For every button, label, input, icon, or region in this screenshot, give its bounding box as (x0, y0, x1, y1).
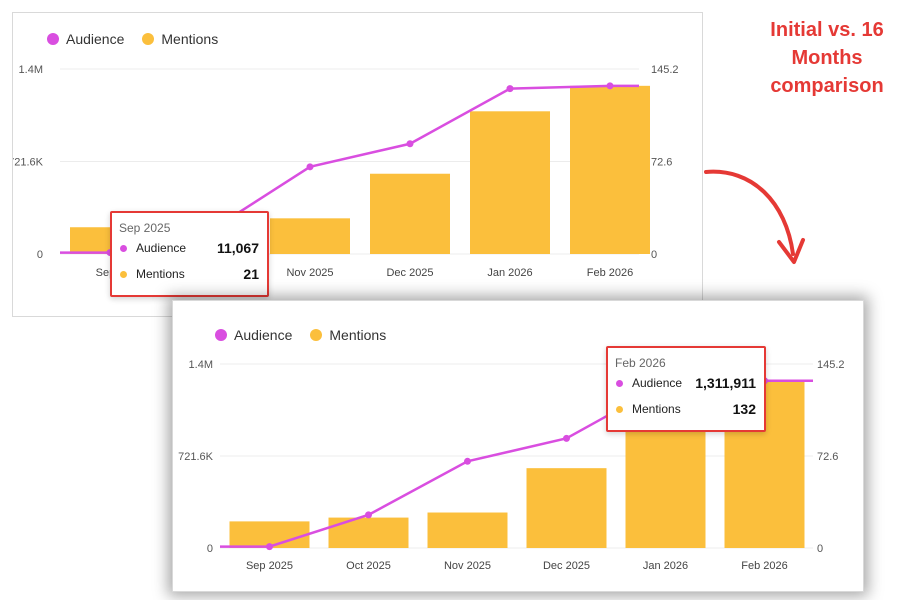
x-tick-label: Sep 2025 (246, 560, 293, 572)
y-left-tick-label: 721.6K (12, 157, 44, 169)
x-tick-label: Oct 2025 (346, 560, 391, 572)
bar-mentions-6 (570, 85, 650, 255)
tooltip-title: Feb 2026 (615, 356, 666, 370)
audience-point-6 (606, 82, 614, 90)
chart-panel-initial: Audience Mentions 0 721.6K 1.4M 0 72.6 145.2 S… (12, 12, 703, 317)
audience-point-4 (406, 140, 414, 148)
bar-mentions-4 (370, 173, 450, 254)
tooltip-mentions-label: Mentions (632, 402, 681, 416)
curved-arrow-icon (704, 169, 805, 264)
x-tick-label: Nov 2025 (286, 267, 333, 279)
tooltip-row-mentions: Mentions 132 (616, 396, 756, 422)
tooltip-audience-value: 1,311,911 (695, 375, 756, 391)
y-right-tick-label: 0 (651, 249, 657, 261)
legend-label-mentions: Mentions (161, 31, 219, 47)
x-tick-label: Dec 2025 (543, 560, 590, 572)
x-tick-label: Jan 2026 (487, 267, 532, 279)
legend-item-audience[interactable]: Audience (47, 31, 124, 47)
legend-label-audience: Audience (234, 327, 293, 343)
audience-point-3 (306, 163, 314, 171)
y-right-tick-label: 72.6 (817, 451, 838, 463)
mentions-dot-icon (310, 329, 323, 341)
y-right-tick-label: 145.2 (817, 359, 845, 371)
y-right-tick-label: 72.6 (651, 157, 672, 169)
legend-item-mentions[interactable]: Mentions (142, 31, 218, 47)
audience-point-3 (464, 457, 471, 465)
bar-mentions-2 (328, 517, 409, 548)
legend-label-audience: Audience (66, 31, 125, 47)
audience-point-5 (506, 85, 514, 93)
y-left-tick-label: 721.6K (178, 451, 214, 463)
comparison-caption: Initial vs. 16 Months comparison (770, 19, 884, 97)
tooltip-initial: Sep 2025 Audience 11,067 Mentions 21 (110, 211, 269, 297)
combo-chart-after: 0 721.6K 1.4M 0 72.6 145.2 Sep 2025 Oct 2025 Nov… (178, 359, 845, 572)
audience-dot-icon (616, 379, 623, 387)
x-tick-label: Feb 2026 (741, 560, 787, 572)
tooltip-mentions-label: Mentions (136, 267, 185, 281)
bar-mentions-3 (427, 512, 508, 548)
x-tick-label: Jan 2026 (643, 560, 688, 572)
chart-panel-after: Audience Mentions 0 721.6K 1.4M 0 72.6 145.2 S… (172, 300, 864, 592)
y-left-tick-label: 0 (37, 249, 43, 261)
legend-item-audience[interactable]: Audience (215, 327, 292, 343)
mentions-dot-icon (616, 405, 623, 413)
audience-point-4 (563, 434, 570, 442)
bar-mentions-3 (270, 218, 350, 254)
bar-mentions-4 (526, 468, 607, 548)
x-tick-label: Dec 2025 (386, 267, 433, 279)
chart-legend: Audience Mentions (215, 327, 404, 343)
tooltip-audience-label: Audience (632, 376, 683, 390)
x-tick-label: Feb 2026 (587, 267, 633, 279)
tooltip-row-audience: Audience 1,311,911 (616, 370, 756, 396)
tooltip-row-mentions: Mentions 21 (120, 261, 259, 287)
audience-dot-icon (120, 244, 127, 252)
x-tick-label: Nov 2025 (444, 560, 491, 572)
legend-item-mentions[interactable]: Mentions (310, 327, 386, 343)
chart-legend: Audience Mentions (47, 31, 236, 47)
audience-point-1 (266, 543, 273, 551)
tooltip-row-audience: Audience 11,067 (120, 235, 259, 261)
y-left-tick-label: 1.4M (19, 64, 43, 76)
bar-mentions-5 (470, 111, 550, 254)
y-right-tick-label: 145.2 (651, 64, 679, 76)
y-right-tick-label: 0 (817, 543, 823, 555)
audience-point-2 (365, 511, 372, 519)
tooltip-audience-value: 11,067 (216, 240, 259, 256)
y-left-tick-label: 1.4M (189, 359, 213, 371)
mentions-dot-icon (142, 33, 155, 45)
tooltip-after: Feb 2026 Audience 1,311,911 Mentions 132 (606, 346, 766, 432)
tooltip-audience-label: Audience (136, 241, 187, 255)
mentions-dot-icon (120, 270, 127, 278)
legend-label-mentions: Mentions (329, 327, 387, 343)
tooltip-title: Sep 2025 (119, 221, 171, 235)
audience-dot-icon (215, 329, 227, 341)
tooltip-mentions-value: 132 (732, 401, 756, 417)
audience-dot-icon (47, 33, 59, 45)
tooltip-mentions-value: 21 (243, 266, 259, 282)
y-left-tick-label: 0 (207, 543, 213, 555)
